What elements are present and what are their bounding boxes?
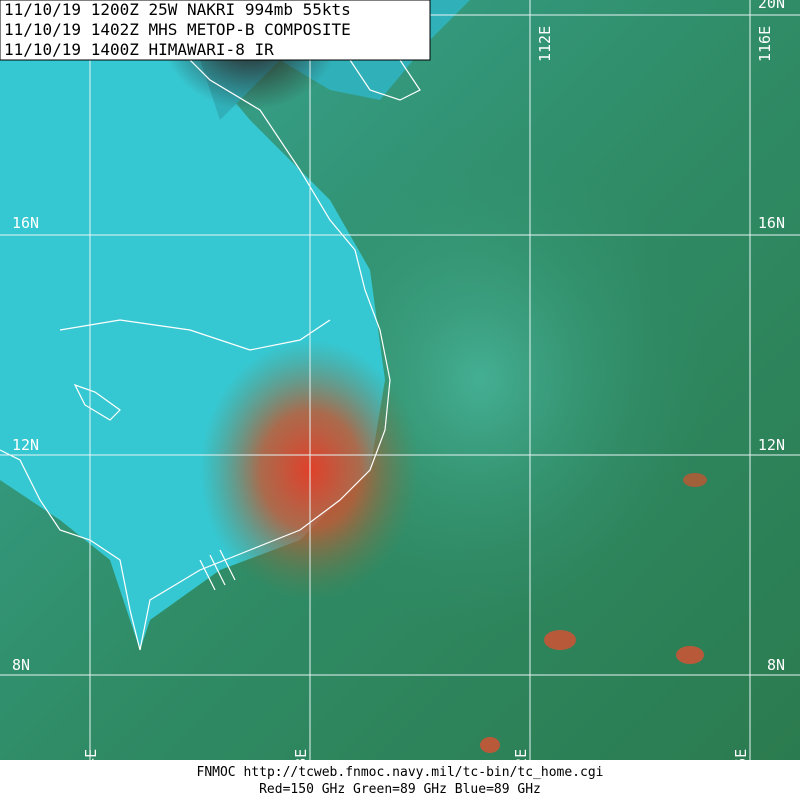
- footer-box: [0, 760, 800, 800]
- lat-label: 16N: [12, 214, 39, 232]
- convection-cell: [480, 737, 500, 753]
- footer-line: FNMOC http://tcweb.fnmoc.navy.mil/tc-bin…: [197, 765, 604, 780]
- lat-label: 8N: [12, 656, 30, 674]
- lat-label: 8N: [767, 656, 785, 674]
- convection-cell: [544, 630, 576, 650]
- header-line: 11/10/19 1200Z 25W NAKRI 994mb 55kts: [4, 0, 351, 19]
- header-line: 11/10/19 1402Z MHS METOP-B COMPOSITE: [4, 20, 351, 39]
- footer-line: Red=150 GHz Green=89 GHz Blue=89 GHz: [259, 782, 541, 797]
- coastline: [0, 8, 421, 651]
- convection-cell: [683, 473, 707, 487]
- header-box: [0, 0, 431, 61]
- lon-label: 112E: [536, 26, 554, 62]
- lon-label: 116E: [756, 26, 774, 62]
- lat-label: 20N: [758, 0, 785, 12]
- lat-label: 16N: [758, 214, 785, 232]
- convection-cell: [676, 646, 704, 664]
- lat-label: 12N: [12, 436, 39, 454]
- lat-label: 12N: [758, 436, 785, 454]
- header-line: 11/10/19 1400Z HIMAWARI-8 IR: [4, 40, 274, 59]
